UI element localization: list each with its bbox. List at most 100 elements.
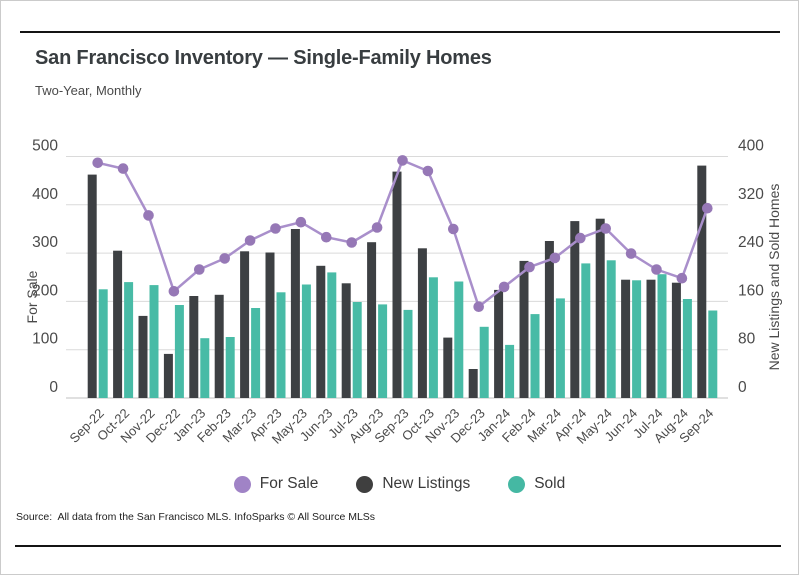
for-sale-point-Jan-23[interactable] bbox=[194, 264, 205, 275]
new-listings-bar-May-23[interactable] bbox=[290, 229, 300, 398]
top-rule bbox=[20, 31, 780, 33]
new-listings-bar-Mar-24[interactable] bbox=[544, 241, 554, 398]
new-listings-bar-Jun-23[interactable] bbox=[316, 265, 326, 398]
for-sale-point-Jul-23[interactable] bbox=[346, 237, 358, 248]
new-listings-bar-Aug-23[interactable] bbox=[367, 242, 377, 398]
new-listings-bar-Apr-23[interactable] bbox=[265, 252, 275, 399]
new-listings-bar-Jun-24[interactable] bbox=[621, 279, 631, 398]
for-sale-point-Mar-24[interactable] bbox=[549, 252, 561, 264]
sold-bar-Apr-24[interactable] bbox=[581, 263, 591, 398]
left-axis-tick: 400 bbox=[32, 186, 58, 203]
for-sale-point-Jun-24[interactable] bbox=[625, 248, 637, 259]
for-sale-point-Dec-23[interactable] bbox=[473, 301, 485, 312]
new-listings-bar-Aug-24[interactable] bbox=[671, 282, 681, 398]
legend-item-sold[interactable]: Sold bbox=[508, 475, 565, 493]
new-listings-bar-Dec-22[interactable] bbox=[163, 353, 173, 398]
new-listings-bar-Feb-23[interactable] bbox=[214, 294, 224, 398]
sold-bar-Sep-22[interactable] bbox=[98, 289, 108, 398]
for-sale-line bbox=[97, 159, 709, 308]
new-listings-bar-Oct-22[interactable] bbox=[113, 250, 123, 398]
for-sale-point-Oct-23[interactable] bbox=[422, 165, 434, 177]
for-sale-point-Feb-24[interactable] bbox=[524, 261, 535, 273]
sold-bar-Apr-23[interactable] bbox=[276, 292, 286, 398]
for-sale-point-Dec-22[interactable] bbox=[168, 286, 180, 297]
left-axis-tick: 500 bbox=[32, 138, 58, 155]
legend-item-new-listings[interactable]: New Listings bbox=[356, 475, 470, 493]
sold-bar-Oct-23[interactable] bbox=[428, 277, 438, 399]
new-listings-bar-Jul-24[interactable] bbox=[646, 279, 656, 398]
right-axis-title: New Listings and Sold Homes bbox=[766, 184, 782, 371]
new-listings-bar-Jan-23[interactable] bbox=[189, 296, 199, 398]
right-axis-tick: 320 bbox=[738, 186, 764, 203]
sold-bar-Aug-24[interactable] bbox=[682, 299, 692, 398]
new-listings-bar-May-24[interactable] bbox=[595, 218, 605, 398]
for-sale-point-Nov-22[interactable] bbox=[143, 210, 154, 221]
right-axis-tick: 80 bbox=[738, 331, 756, 348]
left-axis-tick: 300 bbox=[32, 234, 58, 251]
legend-item-for-sale[interactable]: For Sale bbox=[233, 475, 319, 493]
for-sale-point-Sep-24[interactable] bbox=[702, 202, 713, 214]
for-sale-point-Aug-24[interactable] bbox=[676, 272, 688, 284]
page-subtitle: Two-Year, Monthly bbox=[35, 83, 142, 98]
for-sale-point-Oct-22[interactable] bbox=[117, 163, 129, 174]
for-sale-point-May-24[interactable] bbox=[600, 223, 611, 234]
sold-bar-Sep-24[interactable] bbox=[708, 310, 718, 399]
for-sale-point-Apr-23[interactable] bbox=[270, 223, 281, 234]
sold-bar-Feb-24[interactable] bbox=[530, 314, 540, 398]
sold-bar-Mar-24[interactable] bbox=[555, 298, 565, 398]
sold-bar-Aug-23[interactable] bbox=[378, 304, 388, 398]
new-listings-bar-Nov-23[interactable] bbox=[443, 337, 453, 398]
new-listings-bar-Sep-24[interactable] bbox=[697, 165, 707, 398]
sold-bar-Dec-22[interactable] bbox=[174, 305, 184, 398]
legend-label: New Listings bbox=[382, 475, 471, 492]
for-sale-point-Sep-22[interactable] bbox=[92, 157, 103, 169]
new-listings-bar-Jan-24[interactable] bbox=[494, 289, 504, 398]
sold-bar-Jul-23[interactable] bbox=[352, 302, 362, 398]
new-listings-bar-Oct-23[interactable] bbox=[417, 248, 427, 398]
source-note: Source: All data from the San Francisco … bbox=[16, 511, 376, 523]
sold-bar-Sep-23[interactable] bbox=[403, 309, 413, 398]
sold-bar-Feb-23[interactable] bbox=[225, 337, 235, 398]
sold-bar-Mar-23[interactable] bbox=[251, 308, 261, 398]
sold-bar-May-24[interactable] bbox=[606, 260, 616, 398]
new-listings-bar-Jul-23[interactable] bbox=[341, 283, 351, 398]
sold-bar-Nov-22[interactable] bbox=[149, 285, 159, 398]
for-sale-point-Apr-24[interactable] bbox=[575, 232, 586, 244]
new-listings-bar-Apr-24[interactable] bbox=[570, 221, 580, 398]
for-sale-point-Aug-23[interactable] bbox=[371, 222, 383, 233]
for-sale-point-Nov-23[interactable] bbox=[448, 223, 459, 235]
new-listings-bar-Nov-22[interactable] bbox=[138, 315, 148, 398]
for-sale-point-Jan-24[interactable] bbox=[498, 281, 510, 293]
new-listings-bar-Feb-24[interactable] bbox=[519, 260, 529, 398]
sold-bar-Jan-24[interactable] bbox=[505, 344, 515, 398]
for-sale-point-Sep-23[interactable] bbox=[397, 155, 408, 166]
left-axis-tick: 100 bbox=[32, 331, 58, 348]
legend: For Sale New Listings Sold bbox=[1, 467, 798, 501]
new-listings-swatch-icon bbox=[356, 475, 374, 493]
right-axis-tick: 400 bbox=[738, 138, 764, 155]
new-listings-bar-Sep-23[interactable] bbox=[392, 171, 402, 398]
sold-bar-Jan-23[interactable] bbox=[200, 338, 210, 398]
sold-bar-Jun-24[interactable] bbox=[632, 280, 642, 398]
sold-bar-Oct-22[interactable] bbox=[124, 282, 134, 398]
legend-label: For Sale bbox=[259, 475, 319, 492]
for-sale-point-Jun-23[interactable] bbox=[321, 231, 332, 243]
for-sale-point-May-23[interactable] bbox=[295, 216, 307, 228]
sold-bar-Jul-24[interactable] bbox=[657, 274, 667, 398]
sold-bar-May-23[interactable] bbox=[301, 284, 311, 399]
for-sale-point-Jul-24[interactable] bbox=[651, 264, 662, 275]
for-sale-swatch-icon bbox=[233, 475, 251, 493]
left-axis-title: For Sale bbox=[24, 270, 40, 323]
line-series bbox=[92, 155, 713, 312]
right-axis-tick: 240 bbox=[738, 234, 764, 251]
sold-bar-Dec-23[interactable] bbox=[479, 326, 489, 398]
for-sale-point-Feb-23[interactable] bbox=[219, 253, 230, 264]
new-listings-bar-Mar-23[interactable] bbox=[240, 251, 250, 398]
sold-bar-Jun-23[interactable] bbox=[327, 272, 337, 398]
new-listings-bar-Dec-23[interactable] bbox=[468, 369, 478, 398]
new-listings-bar-Sep-22[interactable] bbox=[87, 174, 97, 398]
for-sale-point-Mar-23[interactable] bbox=[244, 235, 256, 246]
right-axis-tick: 160 bbox=[738, 282, 764, 299]
sold-bar-Nov-23[interactable] bbox=[454, 281, 464, 399]
